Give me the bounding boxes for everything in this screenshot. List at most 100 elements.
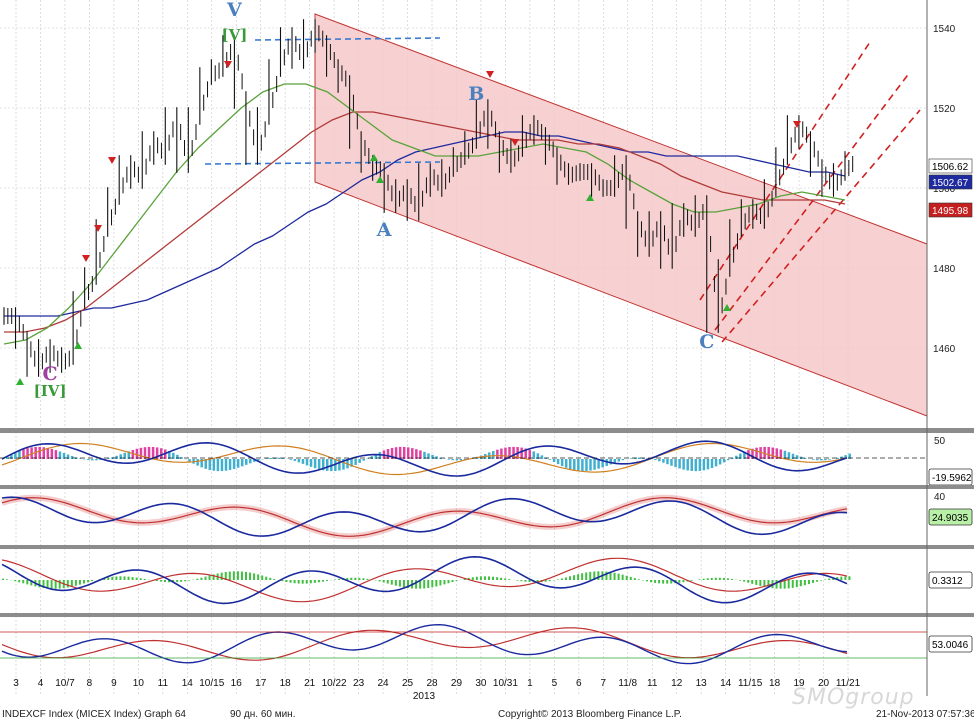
buy-signal-marker bbox=[586, 194, 594, 201]
histogram-bar bbox=[407, 580, 409, 589]
x-tick-label: 11/15 bbox=[738, 678, 763, 689]
footer-security: INDEXCF Index (MICEX Index) Graph 64 bbox=[2, 709, 186, 720]
histogram-bar bbox=[666, 580, 669, 584]
histogram-bar bbox=[184, 580, 187, 582]
histogram-bar bbox=[431, 454, 434, 459]
histogram-bar bbox=[463, 459, 467, 460]
histogram-bar bbox=[281, 580, 284, 582]
histogram-bar bbox=[455, 580, 458, 581]
price-label-box bbox=[928, 158, 973, 174]
histogram-bar bbox=[269, 577, 272, 580]
histogram-bar bbox=[556, 459, 560, 465]
x-tick-label: 9 bbox=[111, 678, 117, 689]
histogram-bar bbox=[168, 451, 171, 459]
histogram-bar bbox=[714, 459, 718, 467]
histogram-bar bbox=[285, 580, 288, 583]
histogram-bar bbox=[795, 455, 799, 459]
histogram-bar bbox=[463, 578, 466, 580]
histogram-bar bbox=[500, 448, 503, 459]
histogram-bar bbox=[755, 580, 758, 585]
histogram-bar bbox=[544, 580, 547, 582]
histogram-bar bbox=[228, 459, 232, 470]
moving-average-line bbox=[4, 111, 846, 333]
histogram-bar bbox=[277, 457, 280, 459]
histogram-bar bbox=[398, 446, 402, 459]
x-tick-label: 28 bbox=[426, 678, 438, 689]
histogram-bar bbox=[58, 451, 62, 459]
histogram-bar bbox=[613, 572, 616, 580]
signal-line bbox=[1, 497, 848, 537]
histogram-bar bbox=[87, 459, 90, 461]
histogram-bar bbox=[6, 456, 9, 459]
histogram-bar bbox=[722, 459, 726, 463]
histogram-bar bbox=[257, 574, 260, 580]
histogram-bar bbox=[2, 578, 4, 580]
indicator-value-text: 0.3312 bbox=[932, 576, 963, 587]
histogram-bar bbox=[131, 449, 135, 459]
histogram-bar bbox=[783, 450, 787, 459]
histogram-bar bbox=[650, 580, 652, 583]
histogram-bar bbox=[824, 579, 827, 580]
histogram-bar bbox=[816, 459, 819, 461]
histogram-bar bbox=[62, 452, 66, 459]
histogram-bar bbox=[451, 459, 455, 461]
histogram-bar bbox=[597, 571, 600, 580]
histogram-bar bbox=[431, 580, 434, 588]
histogram-bar bbox=[204, 459, 207, 469]
histogram-bar bbox=[168, 580, 171, 583]
histogram-bar bbox=[836, 577, 839, 580]
histogram-bar bbox=[147, 446, 151, 459]
histogram-bar bbox=[569, 576, 571, 580]
histogram-bar bbox=[58, 580, 61, 589]
histogram-bar bbox=[569, 459, 572, 470]
histogram-bar bbox=[289, 459, 293, 460]
histogram-bar bbox=[577, 459, 580, 471]
indicator-value-text: 24.9035 bbox=[932, 513, 969, 524]
histogram-bar bbox=[807, 580, 810, 585]
indicator-line bbox=[1, 555, 848, 605]
histogram-bar bbox=[6, 579, 9, 580]
histogram-bar bbox=[309, 459, 313, 467]
histogram-bar bbox=[451, 580, 454, 583]
histogram-bar bbox=[362, 578, 365, 580]
sell-signal-marker bbox=[511, 139, 519, 146]
histogram-bar bbox=[394, 447, 398, 459]
indicator-value-box bbox=[928, 571, 973, 589]
histogram-bar bbox=[447, 580, 450, 584]
buy-signal-marker bbox=[74, 342, 82, 349]
x-tick-label: 14 bbox=[182, 678, 194, 689]
histogram-bar bbox=[832, 577, 835, 580]
histogram-bar bbox=[30, 447, 33, 459]
histogram-bar bbox=[609, 459, 612, 465]
histogram-bar bbox=[812, 580, 814, 583]
histogram-bar bbox=[629, 458, 633, 459]
x-tick-label: 30 bbox=[475, 678, 487, 689]
indicator-value-text: -19.5962 bbox=[932, 473, 972, 484]
histogram-bar bbox=[249, 459, 252, 464]
indicator-tick-label: 40 bbox=[934, 492, 946, 503]
histogram-bar bbox=[702, 578, 705, 580]
histogram-bar bbox=[726, 459, 730, 461]
histogram-bar bbox=[135, 577, 138, 580]
wave-label: [V] bbox=[221, 26, 247, 44]
histogram-bar bbox=[14, 452, 17, 459]
histogram-bar bbox=[791, 580, 794, 588]
histogram-bar bbox=[678, 580, 681, 583]
histogram-bar bbox=[536, 580, 539, 583]
buy-signal-marker bbox=[723, 304, 731, 311]
support-level-line bbox=[204, 161, 441, 165]
histogram-bar bbox=[188, 459, 191, 462]
histogram-bar bbox=[253, 459, 256, 462]
x-tick-label: 19 bbox=[793, 678, 805, 689]
oscillator-3 bbox=[1, 555, 851, 605]
wave-label: C bbox=[699, 331, 714, 353]
histogram-bar bbox=[775, 448, 779, 459]
x-tick-label: 1 bbox=[527, 678, 533, 689]
x-tick-label: 18 bbox=[769, 678, 781, 689]
x-tick-label: 11 bbox=[158, 678, 169, 689]
histogram-bar bbox=[795, 580, 798, 588]
histogram-bar bbox=[265, 458, 268, 459]
histogram-bar bbox=[386, 580, 389, 584]
histogram-bar bbox=[759, 447, 762, 459]
histogram-bar bbox=[585, 572, 588, 580]
